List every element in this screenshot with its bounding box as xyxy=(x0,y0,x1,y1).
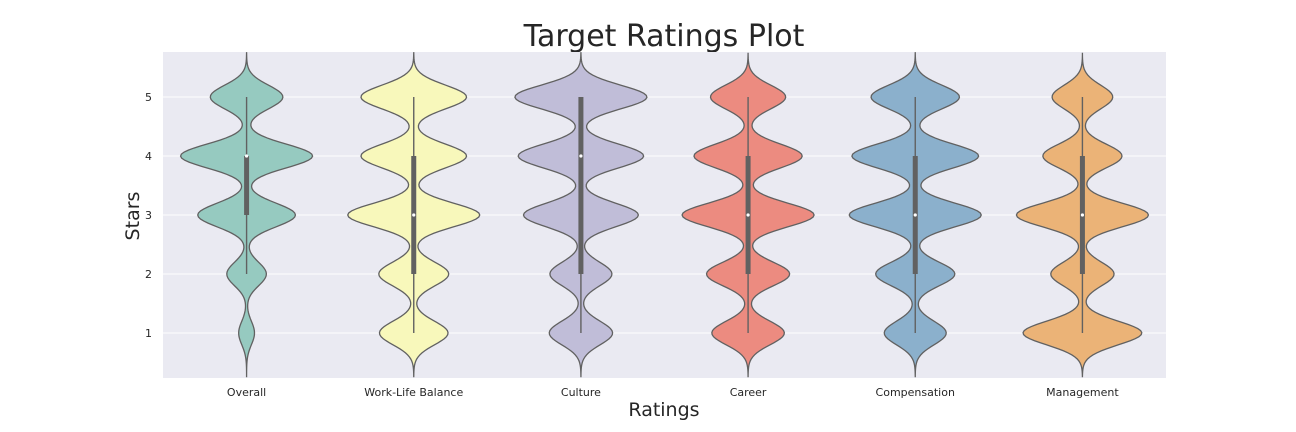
violin-overall xyxy=(179,52,314,378)
y-tick-label: 4 xyxy=(145,150,152,163)
violin-median xyxy=(1080,213,1085,217)
chart-title: Target Ratings Plot xyxy=(523,19,805,54)
y-tick-labels: 1 2 3 4 5 xyxy=(145,91,152,340)
y-tick-label: 1 xyxy=(145,327,152,340)
x-tick-label: Career xyxy=(730,386,767,399)
x-tick-labels: Overall Work-Life Balance Culture Career Com… xyxy=(227,386,1119,399)
y-axis-label: Stars xyxy=(122,192,144,241)
y-tick-label: 2 xyxy=(145,268,152,281)
violin-median xyxy=(244,154,249,158)
violin-compensation xyxy=(848,52,982,378)
violin-median xyxy=(746,213,750,217)
violin-median xyxy=(412,213,416,217)
x-axis-label: Ratings xyxy=(628,399,699,421)
violin-management xyxy=(1015,52,1150,378)
x-tick-label: Culture xyxy=(561,386,601,399)
violin-culture xyxy=(514,52,648,378)
x-tick-label: Management xyxy=(1046,386,1119,399)
violins xyxy=(179,52,1150,378)
y-gridlines xyxy=(163,96,1166,334)
violin-median xyxy=(579,154,583,158)
x-tick-label: Work-Life Balance xyxy=(364,386,463,399)
violin-work-life-balance xyxy=(347,52,481,378)
y-tick-label: 5 xyxy=(145,91,152,104)
x-tick-label: Compensation xyxy=(876,386,955,399)
violin-median xyxy=(913,213,917,217)
y-tick-label: 3 xyxy=(145,209,152,222)
violin-career xyxy=(681,52,815,378)
x-tick-label: Overall xyxy=(227,386,266,399)
